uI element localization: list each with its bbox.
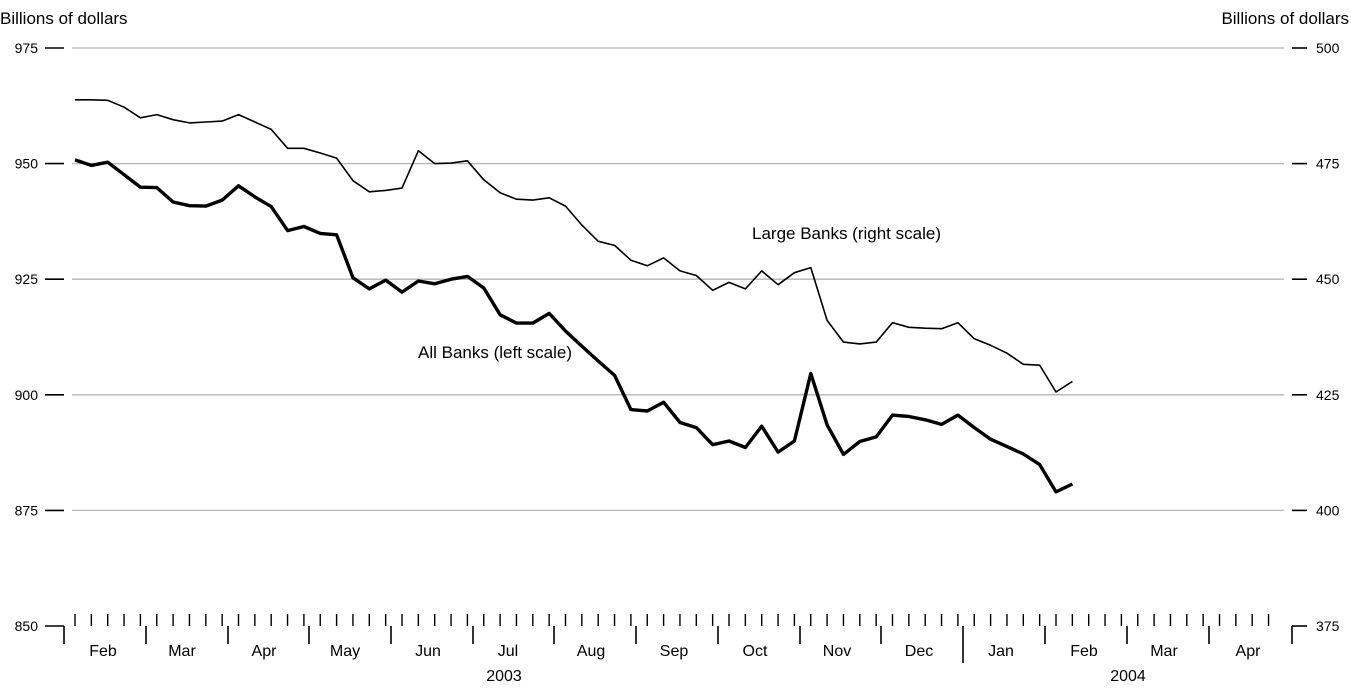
gridlines	[72, 47, 1284, 512]
month-label: Apr	[252, 643, 278, 660]
right-axis-title: Billions of dollars	[1221, 9, 1349, 28]
month-label: Dec	[905, 643, 933, 660]
month-label: Feb	[89, 643, 117, 660]
month-label: Jul	[498, 643, 518, 660]
right-tick-label: 450	[1316, 271, 1340, 287]
right-tick-label: 500	[1316, 40, 1340, 56]
left-tick-label: 950	[15, 156, 39, 172]
left-tick-label: 850	[15, 618, 39, 634]
right-tick-label: 375	[1316, 618, 1340, 634]
annotation-large-banks: Large Banks (right scale)	[752, 224, 941, 243]
left-tick-label: 900	[15, 387, 39, 403]
month-label: May	[330, 643, 360, 660]
month-label: Mar	[168, 643, 196, 660]
month-label: Mar	[1150, 643, 1178, 660]
month-label: Jan	[988, 643, 1014, 660]
right-tick-label: 400	[1316, 502, 1340, 518]
month-label: Apr	[1236, 643, 1262, 660]
series-line-large-banks	[75, 99, 1073, 393]
series-lines	[74, 99, 1074, 494]
left-axis-title: Billions of dollars	[0, 9, 128, 28]
left-tick-label: 925	[15, 271, 39, 287]
right-tick-label: 475	[1316, 156, 1340, 172]
axes: 850 875 900 925 950 975 375 400 425 450 475 500 Feb M…	[15, 40, 1340, 685]
year-label: 2003	[486, 668, 522, 685]
left-tick-label: 875	[15, 502, 39, 518]
month-label: Aug	[577, 643, 605, 660]
month-label: Nov	[823, 643, 851, 660]
month-label: Oct	[743, 643, 768, 660]
right-tick-label: 425	[1316, 387, 1340, 403]
series-line-all-banks	[74, 158, 1074, 494]
month-label: Sep	[660, 643, 689, 660]
month-label: Jun	[415, 643, 441, 660]
month-label: Feb	[1070, 643, 1098, 660]
left-tick-label: 975	[15, 40, 39, 56]
annotation-all-banks: All Banks (left scale)	[418, 343, 572, 362]
year-label: 2004	[1110, 668, 1146, 685]
